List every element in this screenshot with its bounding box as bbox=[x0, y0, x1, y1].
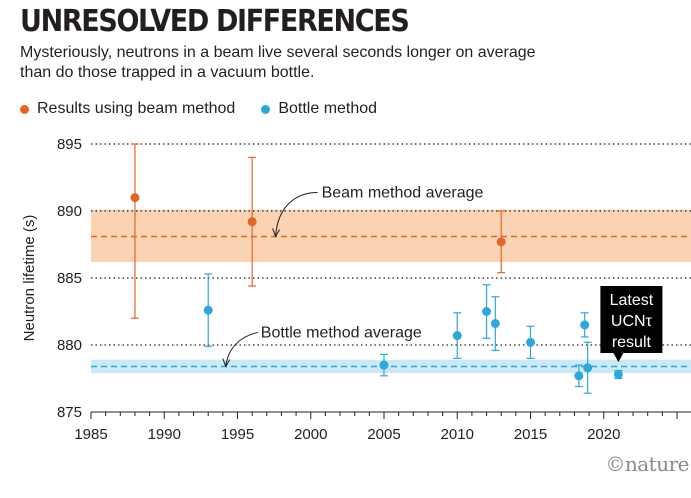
ucn-callout-text: Latest bbox=[610, 292, 654, 309]
beam-average-arrowhead bbox=[272, 228, 281, 238]
x-tick-label: 2020 bbox=[587, 426, 620, 443]
bottle-data-point bbox=[379, 360, 389, 370]
y-tick-label: 895 bbox=[57, 136, 82, 153]
y-tick-label: 875 bbox=[57, 404, 82, 421]
x-tick-label: 2010 bbox=[441, 426, 474, 443]
ucn-callout-box bbox=[600, 286, 663, 353]
x-tick-label: 2005 bbox=[367, 426, 400, 443]
beam-data-point bbox=[247, 217, 257, 227]
legend: Results using beam method Bottle method bbox=[20, 100, 403, 118]
beam-average-label: Beam method average bbox=[322, 184, 484, 201]
legend-beam-label: Results using beam method bbox=[37, 100, 236, 117]
legend-beam-marker bbox=[20, 104, 29, 114]
ucn-callout-text: result bbox=[612, 334, 652, 351]
bottle-data-point bbox=[613, 369, 623, 379]
beam-data-point bbox=[496, 237, 506, 247]
y-axis-title: Neutron lifetime (s) bbox=[21, 215, 38, 342]
legend-item-bottle: Bottle method bbox=[261, 100, 377, 118]
beam-average-leader bbox=[275, 191, 318, 237]
bottle-data-point bbox=[583, 363, 593, 373]
ucn-callout-text: UCNτ bbox=[611, 313, 653, 330]
bottle-data-point bbox=[574, 371, 584, 381]
x-tick-label: 1985 bbox=[74, 426, 107, 443]
x-tick-label: 2015 bbox=[514, 426, 547, 443]
legend-bottle-marker bbox=[261, 104, 271, 114]
y-tick-label: 885 bbox=[57, 270, 82, 287]
y-tick-label: 890 bbox=[57, 203, 82, 220]
ucn-callout-pointer bbox=[613, 353, 624, 362]
bottle-average-arrowhead bbox=[222, 358, 231, 368]
bottle-data-point bbox=[482, 307, 492, 316]
chart-subtitle: Mysteriously, neutrons in a beam live se… bbox=[20, 44, 536, 81]
x-tick-label: 1995 bbox=[221, 426, 254, 443]
bottle-data-point bbox=[203, 305, 213, 315]
bottle-data-point bbox=[580, 320, 590, 330]
bottle-average-label: Bottle method average bbox=[261, 324, 422, 341]
legend-bottle-label: Bottle method bbox=[278, 100, 378, 117]
bottle-average-leader bbox=[225, 331, 258, 367]
y-tick-label: 880 bbox=[57, 337, 82, 354]
bottle-data-point bbox=[526, 337, 535, 347]
beam-data-point bbox=[130, 193, 140, 203]
x-tick-label: 2000 bbox=[294, 426, 327, 443]
bottle-data-point bbox=[490, 319, 500, 329]
legend-item-beam: Results using beam method bbox=[20, 100, 235, 118]
chart-title: UNRESOLVED DIFFERENCES bbox=[20, 4, 410, 39]
x-tick-label: 1990 bbox=[148, 426, 181, 443]
nature-credit: ©nature bbox=[605, 452, 689, 476]
bottle-data-point bbox=[452, 331, 462, 341]
